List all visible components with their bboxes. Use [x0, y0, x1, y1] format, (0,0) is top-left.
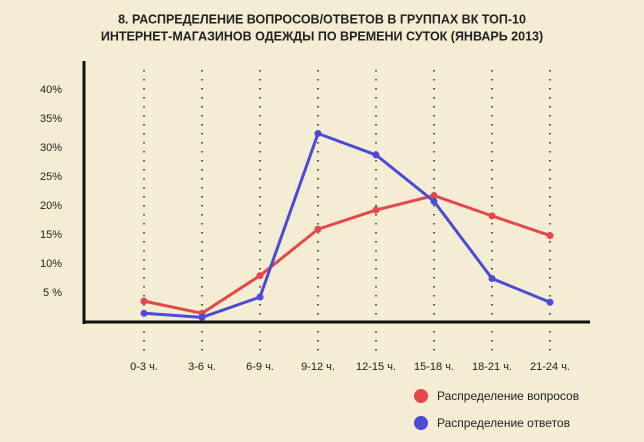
data-point	[430, 192, 438, 200]
x-tick-label: 6-9 ч.	[246, 361, 274, 373]
y-tick-label: 15%	[40, 229, 62, 241]
x-tick-label: 15-18 ч.	[414, 361, 454, 373]
data-point	[546, 232, 554, 240]
data-point	[372, 206, 380, 214]
y-tick-label: 5 %	[43, 287, 62, 299]
x-tick-label: 0-3 ч.	[130, 361, 158, 373]
legend-marker	[414, 416, 428, 430]
legend-label: Распределение вопросов	[437, 389, 579, 403]
data-point	[314, 225, 322, 233]
legend-label: Распределение ответов	[437, 416, 570, 430]
series-line	[143, 131, 551, 319]
y-tick-label: 30%	[40, 142, 62, 154]
x-tick-label: 12-15 ч.	[356, 361, 396, 373]
chart-title: ИНТЕРНЕТ-МАГАЗИНОВ ОДЕЖДЫ ПО ВРЕМЕНИ СУТ…	[101, 29, 543, 43]
data-point	[140, 297, 148, 305]
x-tick-label: 21-24 ч.	[530, 361, 570, 373]
data-point	[372, 151, 380, 159]
y-tick-label: 40%	[40, 84, 62, 96]
data-point	[488, 275, 496, 282]
x-tick-label: 18-21 ч.	[472, 361, 512, 373]
y-tick-label: 20%	[40, 200, 62, 212]
data-point	[314, 130, 322, 137]
y-tick-label: 25%	[40, 171, 62, 183]
data-point	[430, 197, 438, 205]
series-line	[143, 193, 551, 315]
data-point	[256, 293, 264, 301]
y-tick-label: 10%	[40, 258, 62, 270]
y-tick-label: 35%	[40, 113, 62, 125]
data-point	[488, 212, 496, 220]
data-point	[198, 313, 206, 321]
data-point	[140, 309, 148, 317]
data-point	[546, 298, 554, 306]
data-point	[256, 272, 264, 280]
x-tick-label: 9-12 ч.	[301, 361, 335, 373]
legend-marker	[414, 389, 428, 403]
chart-title: 8. РАСПРЕДЕЛЕНИЕ ВОПРОСОВ/ОТВЕТОВ В ГРУП…	[118, 12, 526, 26]
x-tick-label: 3-6 ч.	[188, 361, 216, 373]
